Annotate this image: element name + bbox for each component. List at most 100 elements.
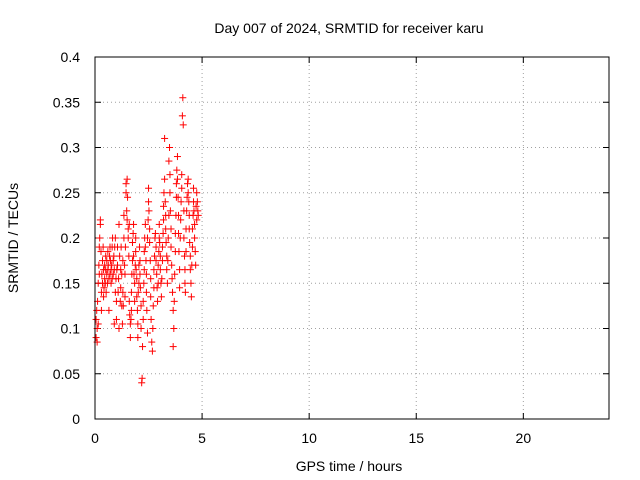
data-point (147, 315, 155, 323)
data-point (163, 266, 171, 274)
data-point (116, 297, 124, 305)
data-point (130, 270, 138, 278)
data-point (192, 261, 200, 269)
data-point (157, 293, 165, 301)
data-point (140, 266, 148, 274)
data-point (175, 229, 183, 237)
data-point (126, 320, 134, 328)
data-point (109, 257, 117, 265)
data-point (138, 374, 146, 382)
data-point (171, 270, 179, 278)
grid-lines (95, 57, 609, 419)
data-point (132, 266, 140, 274)
data-point (131, 297, 139, 305)
data-point (173, 175, 181, 183)
data-point (167, 243, 175, 251)
data-point (143, 234, 151, 242)
data-point (154, 261, 162, 269)
data-point (126, 334, 134, 342)
data-point (192, 202, 200, 210)
data-point (120, 211, 128, 219)
data-point (107, 279, 115, 287)
data-point (145, 198, 153, 206)
data-point (121, 270, 129, 278)
data-point (152, 243, 160, 251)
data-point (128, 239, 136, 247)
x-tick-label: 15 (408, 430, 424, 446)
data-point (193, 189, 201, 197)
data-point (139, 343, 147, 351)
data-point (140, 279, 148, 287)
data-point (186, 266, 194, 274)
data-point (99, 243, 107, 251)
data-point (139, 297, 147, 305)
data-point (149, 302, 157, 310)
data-point (123, 216, 131, 224)
data-point (134, 288, 142, 296)
data-point (92, 334, 100, 342)
data-point (188, 243, 196, 251)
data-point (124, 193, 132, 201)
data-point (157, 279, 165, 287)
data-point (132, 234, 140, 242)
data-point (111, 234, 119, 242)
data-point (152, 257, 160, 265)
data-point (147, 293, 155, 301)
x-tick-label: 20 (516, 430, 532, 446)
data-point (153, 284, 161, 292)
data-point (94, 320, 102, 328)
data-point (115, 325, 123, 332)
y-tick-labels: 0 0.05 0.1 0.15 0.2 0.25 0.3 0.35 0.4 (53, 49, 80, 427)
data-point (158, 275, 166, 283)
data-point (178, 171, 186, 179)
y-tick-label: 0.05 (53, 366, 80, 382)
data-point (169, 343, 177, 351)
data-point (134, 334, 142, 342)
data-point (133, 306, 141, 314)
data-point (163, 279, 171, 287)
data-point (161, 175, 169, 183)
data-point (177, 216, 185, 224)
data-point (184, 175, 192, 183)
data-point (166, 207, 174, 215)
x-tick-labels: 0 5 10 15 20 (91, 430, 531, 446)
data-point (96, 234, 104, 242)
data-point (172, 180, 180, 188)
data-point (158, 243, 166, 251)
data-point (179, 121, 187, 129)
data-point (122, 180, 130, 188)
data-point (145, 184, 153, 192)
data-point (104, 248, 112, 256)
data-point (183, 207, 191, 215)
data-point (161, 198, 169, 206)
data-point (100, 284, 108, 292)
y-tick-label: 0.15 (53, 275, 80, 291)
data-point (136, 270, 144, 278)
data-point (162, 239, 170, 247)
x-tick-label: 0 (91, 430, 99, 446)
y-tick-label: 0.1 (61, 321, 81, 337)
data-point (109, 270, 117, 278)
y-tick-label: 0.35 (53, 94, 80, 110)
chart-title: Day 007 of 2024, SRMTID for receiver kar… (214, 20, 483, 36)
data-point (129, 229, 137, 237)
data-point (156, 252, 164, 260)
data-point (170, 297, 178, 305)
data-point (182, 248, 190, 256)
data-point (191, 234, 199, 242)
data-point (187, 279, 195, 287)
data-point (173, 166, 181, 174)
data-point (96, 216, 104, 224)
data-point (175, 248, 183, 256)
data-point (184, 189, 192, 197)
data-point (117, 266, 125, 274)
data-point (142, 270, 150, 278)
data-point (168, 275, 176, 283)
data-point (156, 266, 164, 274)
data-point (121, 243, 129, 251)
data-point (164, 234, 172, 242)
data-point (141, 243, 149, 251)
y-tick-label: 0.25 (53, 185, 80, 201)
